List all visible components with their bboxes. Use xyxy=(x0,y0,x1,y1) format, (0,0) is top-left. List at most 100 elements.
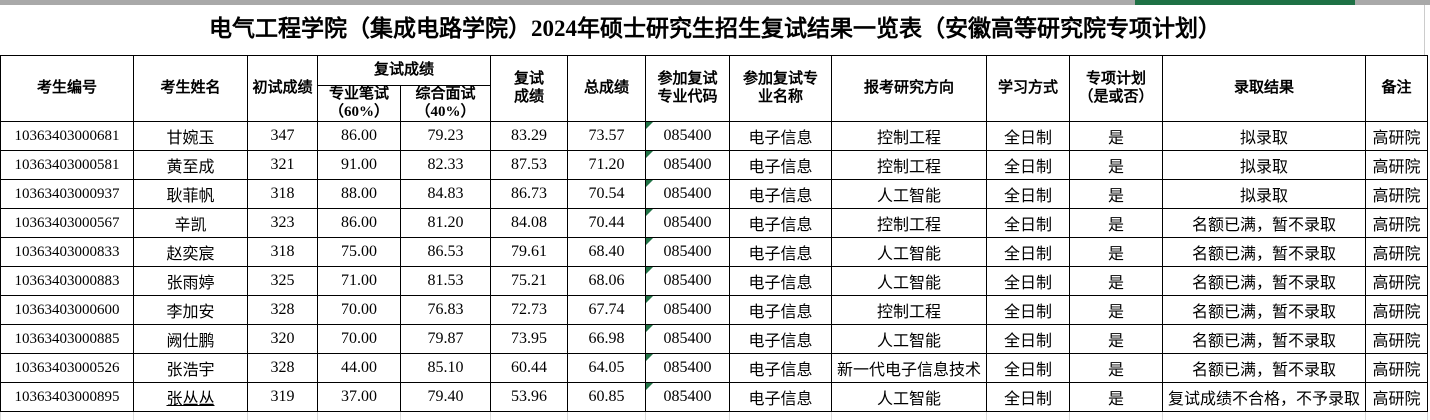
cell-initial-score: 318 xyxy=(247,237,318,268)
cell-study-mode: 全日制 xyxy=(986,353,1071,384)
cell-exam-id: 10363403000581 xyxy=(0,150,134,181)
cell-name: 阙仕鹏 xyxy=(133,324,248,355)
cell-admission-result: 拟录取 xyxy=(1162,121,1367,152)
cell-special-plan: 是 xyxy=(1069,295,1164,326)
cell-special-plan: 是 xyxy=(1069,208,1164,239)
cell-initial-score: 319 xyxy=(247,382,318,413)
cell-admission-result: 名额已满，暂不录取 xyxy=(1162,295,1367,326)
cell-special-plan: 是 xyxy=(1069,179,1164,210)
cell-name: 黄至成 xyxy=(133,150,248,181)
cell-major-name: 电子信息 xyxy=(729,353,833,384)
cell-major-name: 电子信息 xyxy=(729,150,833,181)
cell-retest-score: 72.73 xyxy=(490,295,569,326)
cell-study-mode: 全日制 xyxy=(986,121,1071,152)
cell-study-mode: 全日制 xyxy=(986,295,1071,326)
cell-research-direction: 控制工程 xyxy=(831,208,988,239)
cell-study-mode: 全日制 xyxy=(986,382,1071,413)
cell-total-score: 71.20 xyxy=(567,150,647,181)
header-major-code: 参加复试 专业代码 xyxy=(645,54,731,123)
cell-research-direction: 人工智能 xyxy=(831,237,988,268)
cell-study-mode: 全日制 xyxy=(986,324,1071,355)
header-total-score: 总成绩 xyxy=(567,54,647,123)
major-code-text: 085400 xyxy=(663,185,712,203)
cell-major-code: 085400 xyxy=(645,237,731,268)
cell-admission-result: 名额已满，暂不录取 xyxy=(1162,266,1367,297)
cell-name: 李加安 xyxy=(133,295,248,326)
green-triangle-icon xyxy=(646,209,654,217)
cell-written-score: 44.00 xyxy=(317,353,401,384)
header-major-name: 参加复试专 业名称 xyxy=(729,54,833,123)
cell-major-name: 电子信息 xyxy=(729,324,833,355)
cell-exam-id: 10363403000885 xyxy=(0,324,134,355)
results-table: 考生编号 考生姓名 初试成绩 复试成绩 复试 成绩 总成绩 参加复试 专业代码 … xyxy=(0,54,1429,420)
cell-written-score: 86.00 xyxy=(317,208,401,239)
cell-special-plan: 是 xyxy=(1069,266,1164,297)
cell-admission-result: 拟录取 xyxy=(1162,179,1367,210)
green-triangle-icon xyxy=(646,180,654,188)
major-code-text: 085400 xyxy=(663,359,712,377)
table-row: 10363403000833 赵奕宸 318 75.00 86.53 79.61… xyxy=(0,237,1429,268)
cell-name: 张浩宇 xyxy=(133,353,248,384)
cell-written-score: 70.00 xyxy=(317,295,401,326)
cell-special-plan: 是 xyxy=(1069,121,1164,152)
cell-name: 张雨婷 xyxy=(133,266,248,297)
cell-initial-score: 318 xyxy=(247,179,318,210)
cell-major-code: 085400 xyxy=(645,121,731,152)
cell-exam-id: 10363403000526 xyxy=(0,353,134,384)
cell-retest-score: 86.73 xyxy=(490,179,569,210)
cell-retest-score: 75.21 xyxy=(490,266,569,297)
cell-admission-result: 名额已满，暂不录取 xyxy=(1162,324,1367,355)
cell-major-name: 电子信息 xyxy=(729,121,833,152)
cell-interview-score: 86.53 xyxy=(399,237,492,268)
cell-exam-id: 10363403000681 xyxy=(0,121,134,152)
cell-written-score: 70.00 xyxy=(317,324,401,355)
gridline-stub-row xyxy=(0,411,1429,420)
cell-study-mode: 全日制 xyxy=(986,179,1071,210)
cell-name: 赵奕宸 xyxy=(133,237,248,268)
cell-remark: 高研院 xyxy=(1365,382,1429,413)
top-gray-bar xyxy=(0,0,1430,5)
header-interview: 综合面试 （40%） xyxy=(399,84,492,123)
cell-retest-score: 83.29 xyxy=(490,121,569,152)
major-code-text: 085400 xyxy=(663,243,712,261)
cell-total-score: 67.74 xyxy=(567,295,647,326)
cell-retest-score: 73.95 xyxy=(490,324,569,355)
major-code-text: 085400 xyxy=(663,301,712,319)
cell-admission-result: 拟录取 xyxy=(1162,150,1367,181)
cell-study-mode: 全日制 xyxy=(986,266,1071,297)
cell-major-code: 085400 xyxy=(645,208,731,239)
cell-initial-score: 320 xyxy=(247,324,318,355)
cell-written-score: 75.00 xyxy=(317,237,401,268)
major-code-text: 085400 xyxy=(663,214,712,232)
cell-research-direction: 控制工程 xyxy=(831,295,988,326)
table-row: 10363403000600 李加安 328 70.00 76.83 72.73… xyxy=(0,295,1429,326)
table-row: 10363403000581 黄至成 321 91.00 82.33 87.53… xyxy=(0,150,1429,181)
cell-exam-id: 10363403000567 xyxy=(0,208,134,239)
cell-interview-score: 81.20 xyxy=(399,208,492,239)
cell-special-plan: 是 xyxy=(1069,237,1164,268)
cell-retest-score: 84.08 xyxy=(490,208,569,239)
cell-major-code: 085400 xyxy=(645,150,731,181)
cell-written-score: 88.00 xyxy=(317,179,401,210)
major-code-text: 085400 xyxy=(663,272,712,290)
cell-name: 耿菲帆 xyxy=(133,179,248,210)
cell-remark: 高研院 xyxy=(1365,266,1429,297)
major-code-text: 085400 xyxy=(663,330,712,348)
cell-exam-id: 10363403000895 xyxy=(0,382,134,413)
top-green-bar xyxy=(1135,0,1355,5)
header-special-plan: 专项计划 （是或否） xyxy=(1069,54,1164,123)
table-row: 10363403000681 甘婉玉 347 86.00 79.23 83.29… xyxy=(0,121,1429,152)
cell-research-direction: 新一代电子信息技术 xyxy=(831,353,988,384)
cell-written-score: 37.00 xyxy=(317,382,401,413)
major-code-text: 085400 xyxy=(663,127,712,145)
cell-written-score: 71.00 xyxy=(317,266,401,297)
cell-major-name: 电子信息 xyxy=(729,295,833,326)
header-study-mode: 学习方式 xyxy=(986,54,1071,123)
sheet-right-edge-line xyxy=(1424,5,1425,55)
cell-total-score: 68.06 xyxy=(567,266,647,297)
cell-retest-score: 53.96 xyxy=(490,382,569,413)
green-triangle-icon xyxy=(646,383,654,391)
cell-name: 甘婉玉 xyxy=(133,121,248,152)
table-header: 考生编号 考生姓名 初试成绩 复试成绩 复试 成绩 总成绩 参加复试 专业代码 … xyxy=(0,54,1429,123)
cell-name: 张丛丛 xyxy=(133,382,248,413)
